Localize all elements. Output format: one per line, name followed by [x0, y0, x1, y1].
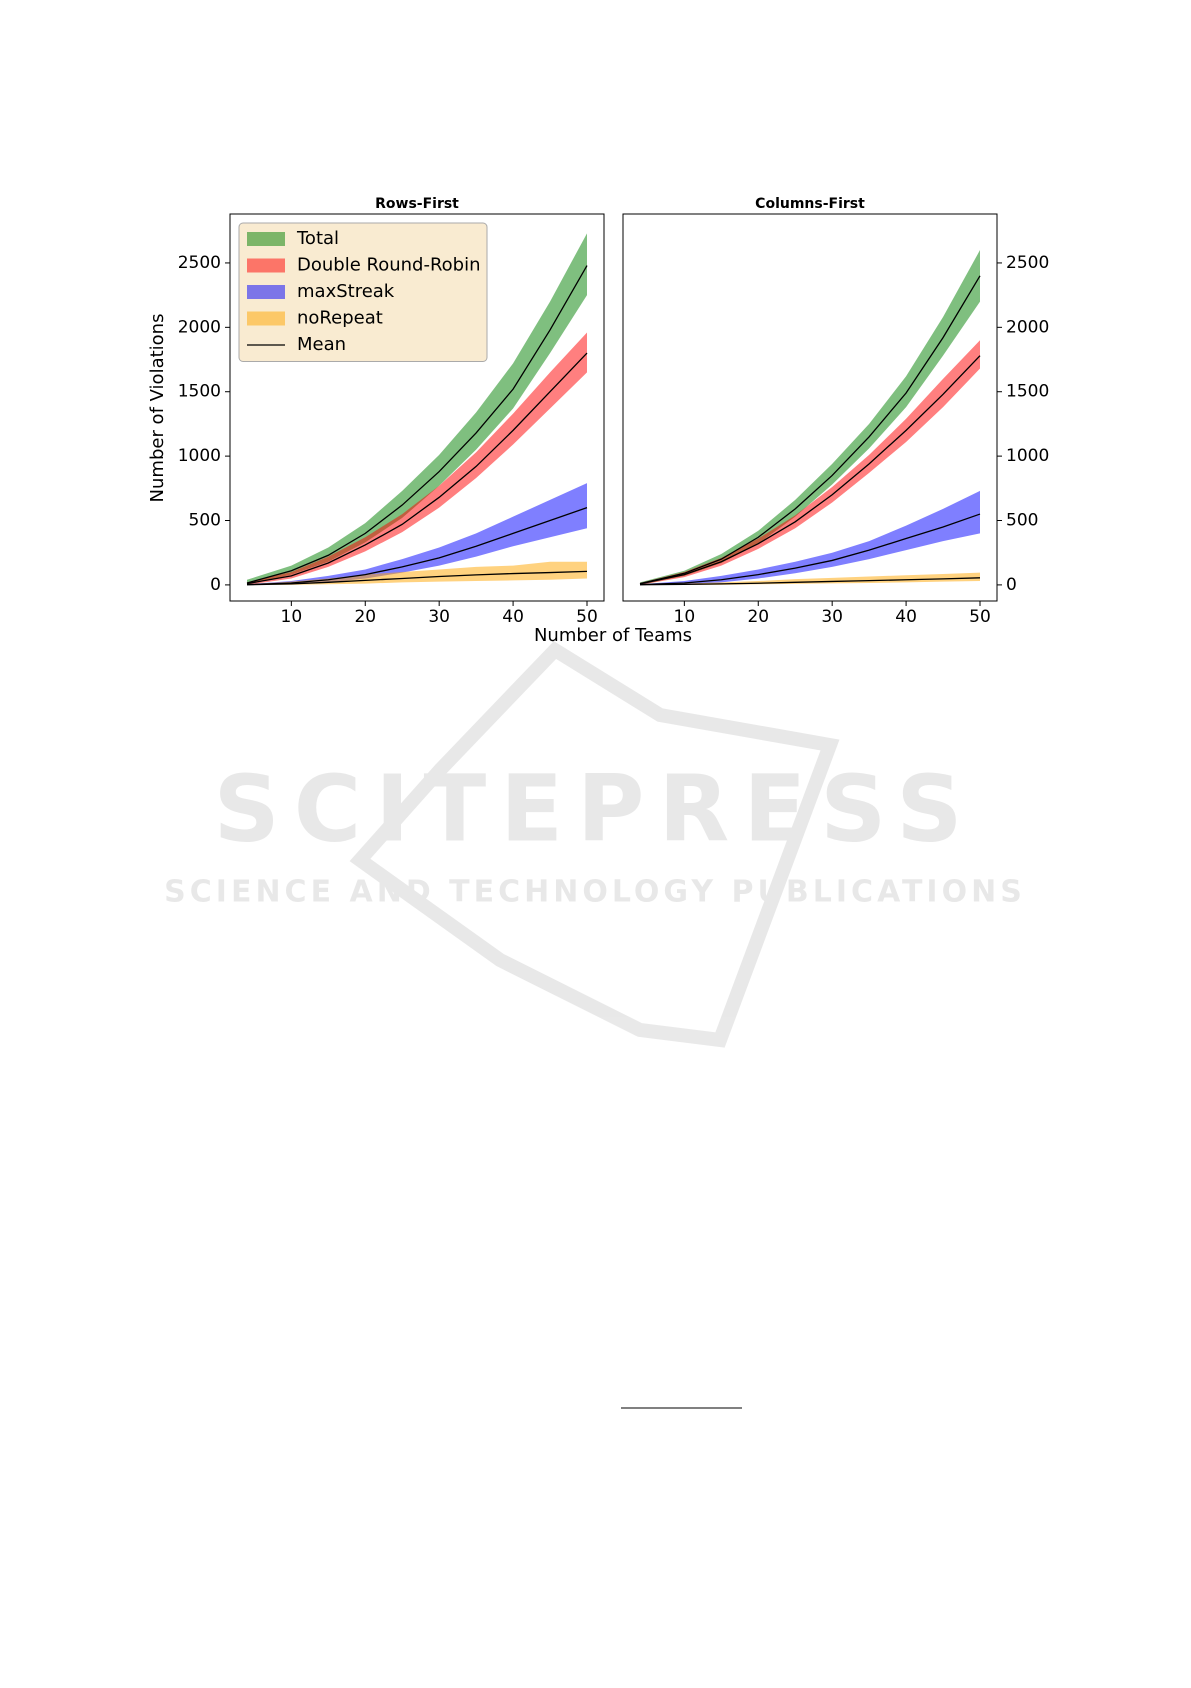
- band: [640, 490, 980, 585]
- x-tick-label: 40: [895, 607, 917, 627]
- legend-label: Mean: [297, 334, 346, 355]
- mean-line: [246, 352, 588, 585]
- y-tick-label: 500: [189, 511, 221, 531]
- x-tick-label: 20: [354, 607, 376, 627]
- y-axis-label: Number of Violations: [147, 314, 168, 503]
- legend-swatch: [247, 258, 285, 273]
- legend-box: [238, 222, 488, 362]
- plot-frame: [229, 213, 605, 602]
- y-tick-label: 1000: [1006, 446, 1049, 466]
- y-tick-label: 0: [1006, 575, 1017, 595]
- y-tick-label: 2000: [178, 317, 221, 337]
- chart-title: Rows-First: [375, 196, 459, 212]
- band: [640, 572, 980, 585]
- y-tick-label: 2000: [1006, 317, 1049, 337]
- y-tick-label: 1500: [1006, 382, 1049, 402]
- mean-line: [246, 507, 588, 586]
- legend-label: maxStreak: [297, 281, 395, 302]
- y-tick-label: 0: [210, 575, 221, 595]
- mean-line: [246, 265, 588, 584]
- legend-label: noRepeat: [297, 308, 383, 329]
- x-axis-label: Number of Teams: [534, 625, 692, 646]
- x-tick-label: 20: [747, 607, 769, 627]
- watermark-title: SCITEPRESS: [213, 755, 976, 862]
- chart-title: Columns-First: [755, 196, 865, 212]
- mean-line: [639, 355, 981, 585]
- band: [247, 483, 587, 585]
- mean-line: [639, 577, 981, 586]
- y-tick-label: 1000: [178, 446, 221, 466]
- legend-swatch: [247, 285, 285, 299]
- x-tick-label: 30: [821, 607, 843, 627]
- y-tick-label: 500: [1006, 511, 1038, 531]
- watermark-logo: [349, 641, 840, 1048]
- legend: Total Double Round-Robin maxStreak noRepeat…: [238, 222, 488, 362]
- plot-frame: [622, 213, 998, 602]
- y-tick-label: 2500: [1006, 253, 1049, 273]
- x-tick-label: 50: [969, 607, 991, 627]
- legend-swatch: [247, 232, 285, 246]
- x-tick-label: 50: [576, 607, 598, 627]
- y-tick-label: 2500: [178, 253, 221, 273]
- x-tick-label: 30: [428, 607, 450, 627]
- watermark-subtitle: SCIENCE AND TECHNOLOGY PUBLICATIONS: [164, 875, 1026, 910]
- x-tick-label: 10: [674, 607, 696, 627]
- mean-line: [639, 513, 981, 586]
- legend-label: Double Round-Robin: [297, 255, 481, 276]
- watermark: SCITEPRESS SCIENCE AND TECHNOLOGY PUBLIC…: [164, 641, 1026, 1048]
- mean-line: [246, 570, 588, 586]
- legend-swatch: [247, 311, 285, 326]
- band: [640, 340, 980, 585]
- x-tick-label: 10: [281, 607, 303, 627]
- legend-label: Total: [296, 228, 339, 249]
- x-tick-label: 40: [502, 607, 524, 627]
- y-tick-label: 1500: [178, 382, 221, 402]
- mean-line: [639, 275, 981, 585]
